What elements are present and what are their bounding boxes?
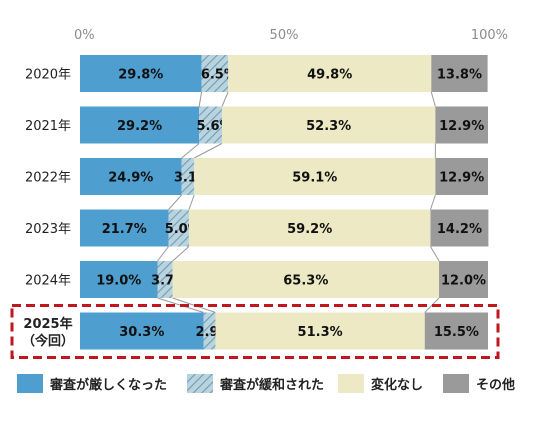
category-label: 2021年 [25,119,71,134]
data-label: 65.3% [283,274,328,289]
connector-line [157,246,169,262]
data-label: 19.0% [96,274,141,289]
category-label: 2023年 [25,222,71,237]
data-label: 59.2% [287,222,332,237]
connector-line [194,143,223,159]
data-label: 21.7% [102,222,147,237]
category-label: 2022年 [25,171,71,186]
bar-segment [80,209,169,247]
connector-line [430,246,440,262]
bar-segment [80,106,200,144]
category-label: 2025年（今回） [22,316,74,349]
legend-swatch [443,374,469,393]
x-axis-ticks: 0% 50% 100% [74,28,508,43]
data-label: 14.2% [437,222,482,237]
connector-line [181,143,200,159]
data-label: 52.3% [306,119,351,134]
bar-segment [424,312,488,350]
x-tick-label: 100% [471,28,508,43]
data-label: 12.0% [441,274,486,289]
data-label: 49.8% [307,68,352,83]
bar-segment [435,158,488,195]
data-label: 13.8% [437,68,482,83]
bar-segment [201,55,229,92]
bar-segment [203,312,216,350]
bar-segment [430,209,489,247]
legend-swatch [187,374,213,393]
data-label: 29.8% [118,68,163,83]
bar-segment [435,106,488,144]
bar-segment [188,209,431,247]
highlight-box [10,304,500,359]
bar-segment [181,158,195,195]
legend-label: 変化なし [371,377,423,393]
legend-swatch [338,374,364,393]
bar-segment [80,55,202,92]
highlight-frame [10,304,500,359]
bar-segment [168,209,189,247]
legend-label: 審査が厳しくなった [49,377,167,393]
bar-segment [80,312,204,350]
data-label: 51.3% [298,325,343,340]
bar-segment [215,312,425,350]
legend: 審査が厳しくなった 審査が緩和された 変化なし その他 [17,374,515,393]
category-labels: 2020年 2021年 2022年 2023年 2024年 2025年（今回） [22,68,74,350]
bar-segment [194,158,436,195]
bar-segment [80,261,158,298]
bar-segment [221,106,436,144]
data-label: 12.9% [439,171,484,186]
category-label: 2020年 [25,68,71,83]
category-label: 2024年 [25,274,71,289]
data-label: 24.9% [108,171,153,186]
connector-line [188,194,195,210]
bar-segment [199,106,222,144]
data-label: 29.2% [117,119,162,134]
bar-segment [172,261,440,298]
data-label: 15.5% [434,325,479,340]
bar-segment [431,55,488,92]
bar-segment [439,261,488,298]
legend-label: 審査が緩和された [219,377,324,393]
legend-swatch [17,374,43,393]
x-tick-label: 50% [270,28,299,43]
data-label: 59.1% [292,171,337,186]
bars: 29.8% 6.5% 49.8% 13.8%29.2% 5.6% 52.3% 12.9%24… [80,55,489,350]
connector-line [424,297,440,313]
connector-line [168,194,182,210]
bar-segment [228,55,432,92]
bar-segment [157,261,173,298]
connector-line [221,91,229,107]
connector-line [429,194,436,210]
x-tick-label: 0% [74,28,95,43]
connector-line [172,246,190,262]
connector-line [430,91,436,107]
legend-label: その他 [476,377,515,393]
bar-segment [80,158,182,195]
connector-line [198,91,203,107]
data-label: 12.9% [439,119,484,134]
data-label: 6.5% [201,68,237,83]
data-label: 30.3% [119,325,164,340]
